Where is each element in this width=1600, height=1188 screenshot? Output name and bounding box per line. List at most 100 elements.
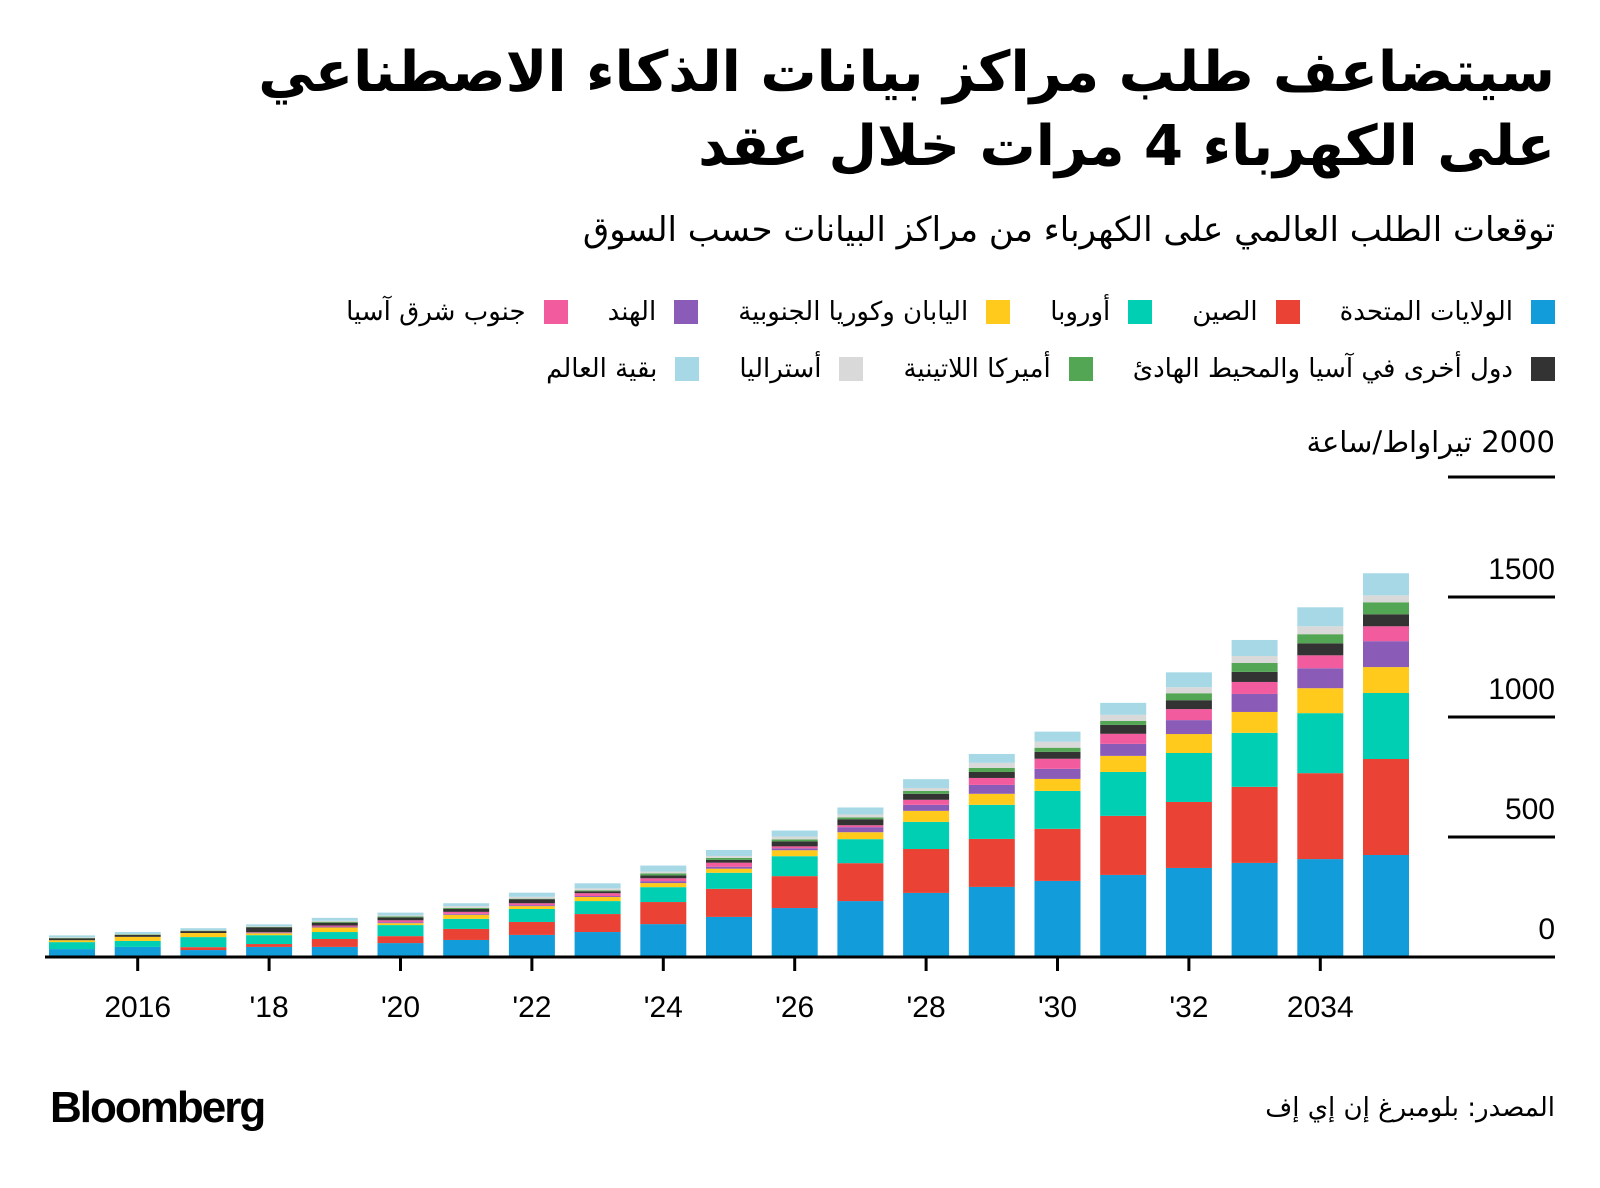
bar-segment: [837, 863, 884, 902]
bar-segment: [903, 804, 950, 811]
bar-segment: [706, 872, 752, 889]
bar-segment: [1100, 743, 1147, 756]
x-tick-label: '22: [512, 991, 551, 1024]
bar-segment: [443, 939, 490, 957]
bar-segment: [508, 903, 555, 906]
bar-segment: [180, 947, 227, 951]
bar-segment: [968, 767, 1015, 772]
bar-segment: [903, 788, 950, 791]
bar-segment: [443, 906, 490, 909]
bar-segment: [246, 927, 293, 933]
bar-stack-2015: [49, 935, 95, 957]
bar-segment: [706, 866, 752, 869]
bar-segment: [1034, 790, 1081, 829]
bloomberg-logo: Bloomberg: [50, 1083, 266, 1132]
bar-segment: [1363, 855, 1409, 957]
legend-item: اليابان وكوريا الجنوبية: [738, 297, 1011, 327]
bar-segment: [1297, 643, 1344, 656]
bar-segment: [180, 937, 227, 948]
x-tick-label: '28: [907, 991, 946, 1024]
bar-segment: [443, 918, 490, 929]
bar-segment: [771, 850, 818, 857]
bar-segment: [574, 890, 621, 892]
bar-segment: [377, 920, 424, 923]
legend-swatch: [839, 357, 864, 381]
bar-segment: [311, 927, 358, 933]
bar-segment: [1297, 607, 1344, 627]
bar-segment: [640, 887, 687, 903]
bar-segment: [771, 841, 818, 847]
bar-segment: [1034, 880, 1081, 957]
bar-segment: [246, 924, 293, 927]
bar-segment: [443, 909, 490, 912]
legend-label: أستراليا: [739, 354, 822, 384]
bar-segment: [903, 790, 950, 794]
bar-segment: [1231, 663, 1278, 672]
bar-segment: [837, 814, 884, 818]
bar-segment: [1100, 733, 1147, 744]
bar-segment: [311, 920, 358, 922]
bar-segment: [1363, 602, 1409, 615]
bar-segment: [1363, 759, 1409, 855]
bar-segment: [706, 857, 752, 860]
bar-stack-2024: [640, 865, 687, 957]
bar-segment: [968, 804, 1015, 839]
bar-segment: [1165, 672, 1212, 688]
bar-segment: [1034, 741, 1081, 748]
bar-segment: [1297, 859, 1344, 957]
bar-stack-2016: [114, 932, 161, 957]
legend-label: جنوب شرق آسيا: [346, 297, 526, 327]
bar-segment: [837, 807, 884, 815]
bar-segment: [706, 888, 752, 917]
bar-stack-2020: [377, 912, 424, 957]
bar-segment: [114, 932, 161, 934]
bar-segment: [443, 908, 490, 909]
bar-segment: [837, 827, 884, 833]
bar-segment: [706, 862, 752, 867]
legend-swatch: [1531, 300, 1555, 324]
bar-segment: [377, 943, 424, 957]
bar-segment: [1231, 681, 1278, 694]
bar-segment: [1231, 732, 1278, 787]
y-axis-unit-label: 2000 تيراواط/ساعة: [1306, 425, 1555, 459]
bar-segment: [1231, 693, 1278, 712]
legend-item: دول أخرى في آسيا والمحيط الهادئ: [1133, 354, 1555, 384]
bar-segment: [968, 886, 1015, 957]
bar-segment: [1100, 724, 1147, 734]
bar-segment: [968, 777, 1015, 785]
legend-item: الولايات المتحدة: [1340, 297, 1555, 327]
bar-segment: [311, 917, 358, 921]
legend-label: الهند: [607, 297, 657, 327]
bar-segment: [1297, 655, 1344, 669]
bar-segment: [508, 934, 555, 957]
y-tick-label: 1000: [1488, 673, 1555, 706]
bar-stack-2017: [180, 928, 227, 957]
bar-segment: [508, 906, 555, 909]
legend-label: أميركا اللاتينية: [903, 354, 1051, 384]
bar-segment: [1165, 801, 1212, 868]
bar-segment: [1165, 687, 1212, 694]
legend-row-2: دول أخرى في آسيا والمحيط الهادئ أميركا ال…: [546, 349, 1555, 389]
bar-stack-2033: [1231, 639, 1278, 957]
legend-label: اليابان وكوريا الجنوبية: [738, 297, 969, 327]
bar-stack-2021: [443, 903, 490, 957]
bar-segment: [968, 753, 1015, 763]
bar-stack-2022: [508, 892, 555, 957]
legend-swatch: [986, 300, 1011, 324]
legend-item: الهند: [608, 297, 699, 327]
bar-segment: [1297, 634, 1344, 644]
bar-segment: [1231, 671, 1278, 682]
bar-segment: [1363, 626, 1409, 642]
bar-segment: [706, 916, 752, 957]
bar-segment: [640, 865, 687, 872]
bar-segment: [1165, 734, 1212, 753]
bar-segment: [1231, 862, 1278, 957]
bar-segment: [771, 830, 818, 837]
bar-segment: [903, 793, 950, 800]
bar-segment: [574, 891, 621, 894]
legend-swatch: [675, 357, 700, 381]
chart-title-line-2: على الكهرباء 4 مرات خلال عقد: [698, 114, 1556, 179]
x-tick-label: '18: [250, 991, 289, 1024]
legend-label: الولايات المتحدة: [1339, 297, 1513, 327]
bar-segment: [771, 876, 818, 909]
